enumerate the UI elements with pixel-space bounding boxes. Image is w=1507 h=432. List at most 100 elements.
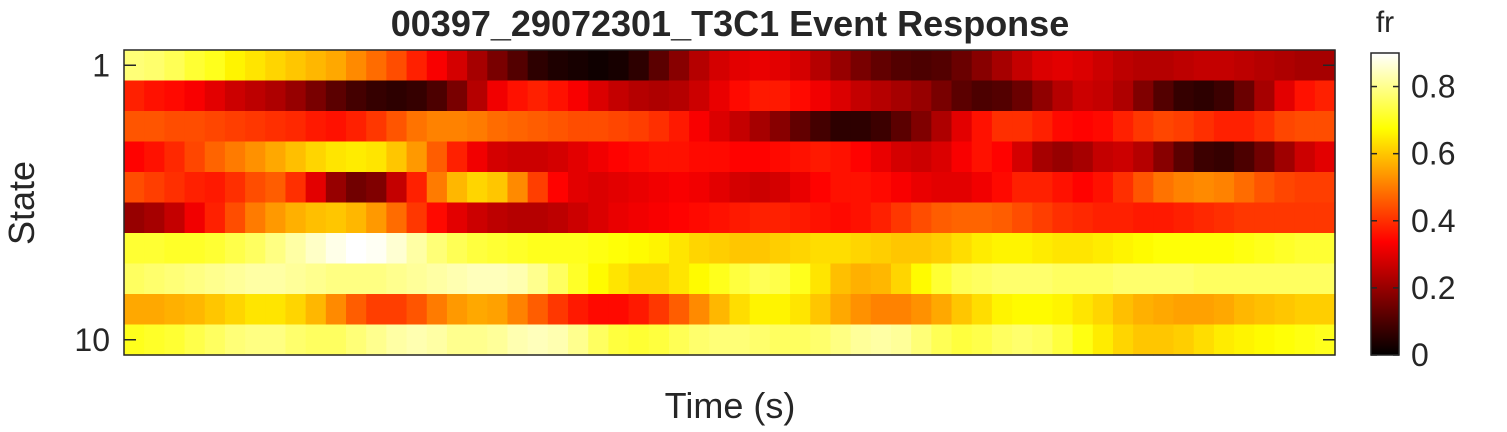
heatmap-cell: [1112, 294, 1134, 326]
heatmap-cell: [628, 80, 650, 112]
heatmap-cell: [790, 202, 811, 234]
heatmap-cell: [366, 141, 387, 173]
heatmap-cell: [568, 233, 589, 265]
heatmap-cell: [689, 111, 710, 143]
heatmap-cell: [1173, 172, 1195, 204]
heatmap-cell: [346, 294, 367, 326]
heatmap-cell: [870, 324, 892, 356]
heatmap-cell: [568, 294, 589, 326]
heatmap-cell: [285, 263, 307, 295]
heatmap-cell: [991, 324, 1013, 356]
heatmap-cell: [224, 111, 246, 143]
heatmap-cell: [911, 324, 932, 356]
heatmap-cell: [144, 263, 165, 295]
heatmap-cell: [951, 202, 973, 234]
colorbar-label: fr: [1376, 6, 1394, 39]
heatmap-cell: [648, 233, 670, 265]
heatmap-cell: [689, 141, 710, 173]
heatmap-cell: [769, 111, 791, 143]
heatmap-cell: [1213, 263, 1235, 295]
heatmap-cell: [285, 324, 307, 356]
heatmap-cell: [911, 111, 932, 143]
heatmap-cell: [1294, 294, 1316, 326]
heatmap-cell: [1153, 172, 1175, 204]
heatmap-cell: [709, 233, 731, 265]
heatmap-cell: [527, 172, 549, 204]
heatmap-cell: [325, 141, 347, 173]
heatmap-cell: [124, 202, 145, 234]
heatmap-cell: [406, 233, 428, 265]
heatmap-cell: [346, 233, 367, 265]
heatmap-cell: [467, 202, 488, 234]
heatmap-cell: [850, 80, 872, 112]
heatmap-cell: [1112, 50, 1134, 82]
heatmap-cell: [709, 50, 731, 82]
heatmap-cell: [568, 80, 589, 112]
heatmap-cell: [245, 233, 266, 265]
heatmap-cell: [1072, 141, 1094, 173]
heatmap-cell: [184, 111, 206, 143]
heatmap-cell: [1173, 111, 1195, 143]
colorbar-tick-label: 0.4: [1411, 203, 1455, 239]
heatmap-cell: [568, 50, 589, 82]
heatmap-cell: [608, 263, 630, 295]
heatmap-cell: [507, 111, 529, 143]
heatmap-cell: [446, 263, 468, 295]
heatmap-cell: [951, 111, 973, 143]
heatmap-cell: [204, 233, 226, 265]
heatmap-cell: [164, 50, 186, 82]
heatmap-cell: [1193, 111, 1215, 143]
heatmap-cell: [346, 50, 367, 82]
heatmap-cell: [446, 233, 468, 265]
heatmap-cell: [446, 324, 468, 356]
heatmap-cell: [426, 202, 448, 234]
heatmap-cell: [951, 172, 973, 204]
heatmap-cell: [204, 172, 226, 204]
heatmap-cell: [164, 80, 186, 112]
heatmap-cell: [628, 141, 650, 173]
heatmap-cell: [1173, 324, 1195, 356]
heatmap-cell: [1294, 263, 1316, 295]
heatmap-cell: [810, 141, 832, 173]
heatmap-cell: [1234, 202, 1255, 234]
heatmap-cell: [1193, 172, 1215, 204]
heatmap-cell: [1314, 80, 1336, 112]
heatmap-cell: [1153, 294, 1175, 326]
heatmap-cell: [1213, 172, 1235, 204]
heatmap-cell: [527, 141, 549, 173]
heatmap-cell: [608, 202, 630, 234]
heatmap-cell: [1193, 50, 1215, 82]
heatmap-cell: [668, 80, 690, 112]
heatmap-cell: [830, 141, 852, 173]
heatmap-cell: [346, 141, 367, 173]
heatmap-cell: [991, 294, 1013, 326]
heatmap-cell: [1153, 324, 1175, 356]
heatmap-cell: [1153, 111, 1175, 143]
chart-title: 00397_29072301_T3C1 Event Response: [391, 3, 1069, 44]
heatmap-cell: [870, 172, 892, 204]
heatmap-cell: [285, 141, 307, 173]
heatmap-cell: [1032, 172, 1054, 204]
heatmap-cell: [487, 141, 509, 173]
heatmap-cell: [689, 263, 710, 295]
heatmap-cell: [245, 50, 266, 82]
heatmap-cell: [911, 263, 932, 295]
heatmap-cell: [931, 263, 953, 295]
heatmap-cell: [1213, 111, 1235, 143]
heatmap-cell: [224, 172, 246, 204]
heatmap-cell: [507, 80, 529, 112]
heatmap-cell: [1234, 294, 1255, 326]
heatmap-cell: [911, 172, 932, 204]
heatmap-cell: [1012, 233, 1033, 265]
heatmap-cell: [1213, 80, 1235, 112]
heatmap-cell: [144, 202, 165, 234]
heatmap-cell: [305, 263, 327, 295]
heatmap-cell: [124, 111, 145, 143]
heatmap-cell: [1032, 111, 1054, 143]
heatmap-cell: [426, 263, 448, 295]
heatmap-cell: [608, 294, 630, 326]
heatmap-cell: [1133, 111, 1154, 143]
heatmap-cell: [628, 294, 650, 326]
heatmap-cell: [406, 263, 428, 295]
heatmap-cell: [527, 233, 549, 265]
